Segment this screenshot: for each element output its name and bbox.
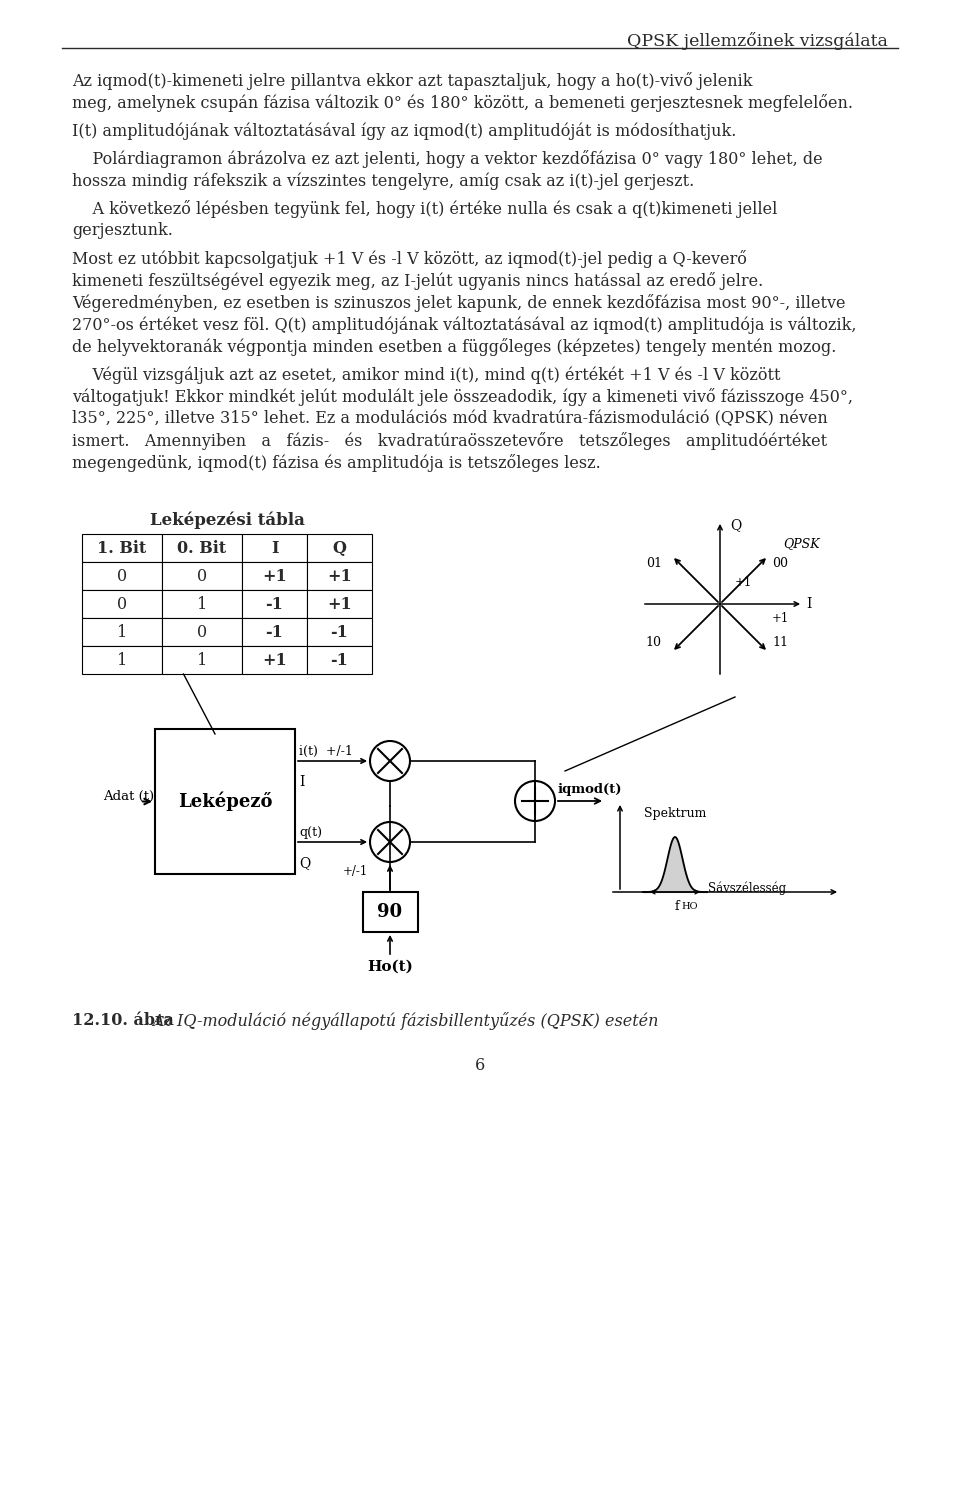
Text: iqmod(t): iqmod(t): [558, 782, 622, 796]
Text: de helyvektoranák végpontja minden esetben a függőleges (képzetes) tengely menté: de helyvektoranák végpontja minden esetb…: [72, 337, 836, 355]
Text: +/-1: +/-1: [343, 865, 368, 878]
Text: Sávszélesség: Sávszélesség: [708, 881, 786, 895]
Text: 90: 90: [377, 902, 402, 920]
Text: hossza mindig ráfekszik a vízszintes tengelyre, amíg csak az i(t)-jel gerjeszt.: hossza mindig ráfekszik a vízszintes ten…: [72, 172, 694, 189]
Text: Spektrum: Spektrum: [644, 806, 707, 820]
Text: megengedünk, iqmod(t) fázisa és amplitudója is tetszőleges lesz.: megengedünk, iqmod(t) fázisa és amplitud…: [72, 454, 601, 472]
Text: 0. Bit: 0. Bit: [178, 540, 227, 556]
Bar: [242, 562, 307, 591]
Text: 0: 0: [197, 624, 207, 640]
Text: -1: -1: [266, 624, 283, 640]
Text: 0: 0: [117, 568, 127, 585]
Text: 0: 0: [117, 595, 127, 613]
Text: 1: 1: [117, 652, 127, 669]
Text: +1: +1: [262, 568, 287, 585]
Text: 1: 1: [197, 595, 207, 613]
Bar: [162, 646, 242, 675]
Text: Adat (t): Adat (t): [103, 790, 155, 803]
Bar: [162, 562, 242, 591]
Text: HO: HO: [681, 902, 698, 911]
Text: -1: -1: [330, 652, 348, 669]
Bar: [242, 618, 307, 646]
Text: Ho(t): Ho(t): [367, 959, 413, 974]
Text: +1: +1: [327, 568, 352, 585]
Bar: [155, 729, 295, 874]
Bar: [82, 562, 162, 591]
Bar: [82, 534, 162, 562]
Bar: [307, 591, 372, 618]
Text: meg, amelynek csupán fázisa változik 0° és 180° között, a bemeneti gerjesztesnek: meg, amelynek csupán fázisa változik 0° …: [72, 94, 853, 112]
Text: Az IQ-moduláció négyállapotú fázisbillentyűzés (QPSK) esetén: Az IQ-moduláció négyállapotú fázisbillen…: [152, 1012, 659, 1030]
Bar: [242, 646, 307, 675]
Text: I: I: [271, 540, 278, 556]
Text: I: I: [299, 775, 304, 788]
Text: QPSK jellemzőinek vizsgálata: QPSK jellemzőinek vizsgálata: [627, 31, 888, 49]
Bar: [307, 562, 372, 591]
Text: 01: 01: [646, 558, 661, 571]
Bar: [307, 618, 372, 646]
Text: +1: +1: [262, 652, 287, 669]
Circle shape: [370, 741, 410, 781]
Text: kimeneti feszültségével egyezik meg, az I-jelút ugyanis nincs hatással az eredő : kimeneti feszültségével egyezik meg, az …: [72, 271, 763, 289]
Text: -1: -1: [330, 624, 348, 640]
Bar: [363, 892, 418, 932]
Bar: [82, 591, 162, 618]
Text: i(t)  +/-1: i(t) +/-1: [299, 745, 353, 758]
Bar: [242, 534, 307, 562]
Text: 11: 11: [772, 636, 788, 649]
Bar: [82, 646, 162, 675]
Text: 1: 1: [197, 652, 207, 669]
Bar: [242, 591, 307, 618]
Text: l35°, 225°, illetve 315° lehet. Ez a modulációs mód kvadratúra-fázismoduláció (Q: l35°, 225°, illetve 315° lehet. Ez a mod…: [72, 411, 828, 427]
Text: I(t) amplitudójának változtatásával így az iqmod(t) amplitudóját is módosíthatju: I(t) amplitudójának változtatásával így …: [72, 121, 736, 139]
Text: 270°-os értéket vesz föl. Q(t) amplitudójának változtatásával az iqmod(t) amplit: 270°-os értéket vesz föl. Q(t) amplitudó…: [72, 316, 856, 333]
Text: Végeredményben, ez esetben is szinuszos jelet kapunk, de ennek kezdőfázisa most : Végeredményben, ez esetben is szinuszos …: [72, 294, 846, 312]
Text: Q: Q: [299, 856, 310, 869]
Bar: [82, 618, 162, 646]
Text: 6: 6: [475, 1057, 485, 1073]
Text: +1: +1: [772, 612, 788, 625]
Text: Leképezési tábla: Leképezési tábla: [150, 511, 304, 529]
Text: f: f: [675, 899, 680, 913]
Text: Az iqmod(t)-kimeneti jelre pillantva ekkor azt tapasztaljuk, hogy a ho(t)-vivő j: Az iqmod(t)-kimeneti jelre pillantva ekk…: [72, 72, 753, 90]
Text: +1: +1: [327, 595, 352, 613]
Text: 0: 0: [197, 568, 207, 585]
Text: váltogatjuk! Ekkor mindkét jelút modulált jele összeadodik, így a kimeneti vivő : váltogatjuk! Ekkor mindkét jelút modulál…: [72, 388, 853, 406]
Text: 00: 00: [772, 558, 788, 571]
Text: A következő lépésben tegyünk fel, hogy i(t) értéke nulla és csak a q(t)kimeneti : A következő lépésben tegyünk fel, hogy i…: [72, 199, 778, 217]
Text: -1: -1: [266, 595, 283, 613]
Text: ismert.   Amennyiben   a   fázis-   és   kvadratúraösszetevőre   tetszőleges   : ismert. Amennyiben a fázis- és kvadratúr…: [72, 432, 828, 450]
Text: 1: 1: [117, 624, 127, 640]
Bar: [162, 591, 242, 618]
Text: Polárdiagramon ábrázolva ez azt jelenti, hogy a vektor kezdőfázisa 0° vagy 180° : Polárdiagramon ábrázolva ez azt jelenti,…: [72, 150, 823, 168]
Text: Végül vizsgáljuk azt az esetet, amikor mind i(t), mind q(t) értékét +1 V és -l V: Végül vizsgáljuk azt az esetet, amikor m…: [72, 366, 780, 384]
Bar: [162, 534, 242, 562]
Text: 12.10. ábra: 12.10. ábra: [72, 1012, 191, 1028]
Text: Q: Q: [332, 540, 347, 556]
Text: I: I: [806, 597, 811, 612]
Text: 1. Bit: 1. Bit: [97, 540, 147, 556]
Text: q(t): q(t): [299, 826, 322, 839]
Text: Most ez utóbbit kapcsolgatjuk +1 V és -l V között, az iqmod(t)-jel pedig a Q-kev: Most ez utóbbit kapcsolgatjuk +1 V és -l…: [72, 250, 747, 268]
Bar: [307, 534, 372, 562]
Text: 10: 10: [646, 636, 661, 649]
Bar: [307, 646, 372, 675]
Text: +1: +1: [735, 576, 753, 589]
Text: QPSK: QPSK: [783, 538, 820, 550]
Circle shape: [370, 821, 410, 862]
Text: Leképező: Leképező: [178, 791, 273, 811]
Circle shape: [515, 781, 555, 821]
Text: Q: Q: [730, 519, 741, 532]
Bar: [162, 618, 242, 646]
Text: gerjesztunk.: gerjesztunk.: [72, 222, 173, 238]
